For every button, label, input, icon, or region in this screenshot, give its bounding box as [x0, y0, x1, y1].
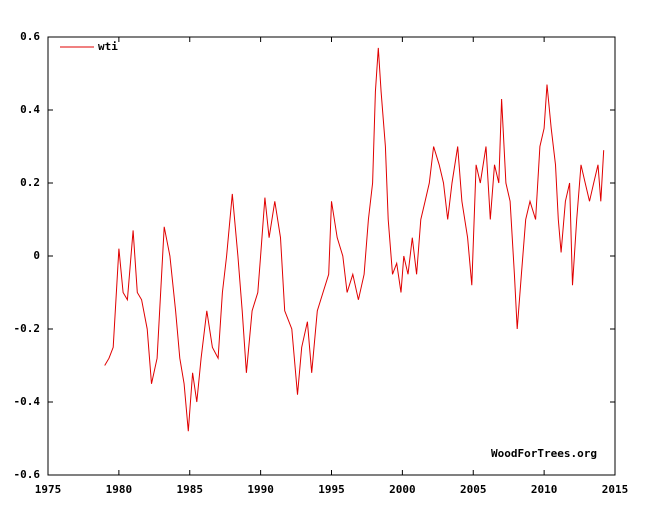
x-tick-label: 1995	[318, 483, 345, 496]
y-tick-label: 0.2	[20, 176, 40, 189]
y-tick-label: -0.6	[14, 468, 41, 481]
watermark: WoodForTrees.org	[491, 447, 597, 460]
y-tick-label: 0.4	[20, 103, 40, 116]
x-tick-label: 1975	[35, 483, 62, 496]
x-tick-label: 1985	[177, 483, 204, 496]
x-tick-label: 2010	[531, 483, 558, 496]
y-tick-label: 0	[33, 249, 40, 262]
y-tick-label: -0.2	[14, 322, 41, 335]
y-tick-label: -0.4	[14, 395, 41, 408]
x-tick-label: 2005	[460, 483, 487, 496]
x-tick-label: 2015	[602, 483, 629, 496]
y-tick-label: 0.6	[20, 30, 40, 43]
legend-label: wti	[98, 40, 118, 53]
x-tick-label: 1990	[247, 483, 274, 496]
x-tick-label: 1980	[106, 483, 133, 496]
series-line	[104, 47, 605, 432]
x-tick-label: 2000	[389, 483, 416, 496]
